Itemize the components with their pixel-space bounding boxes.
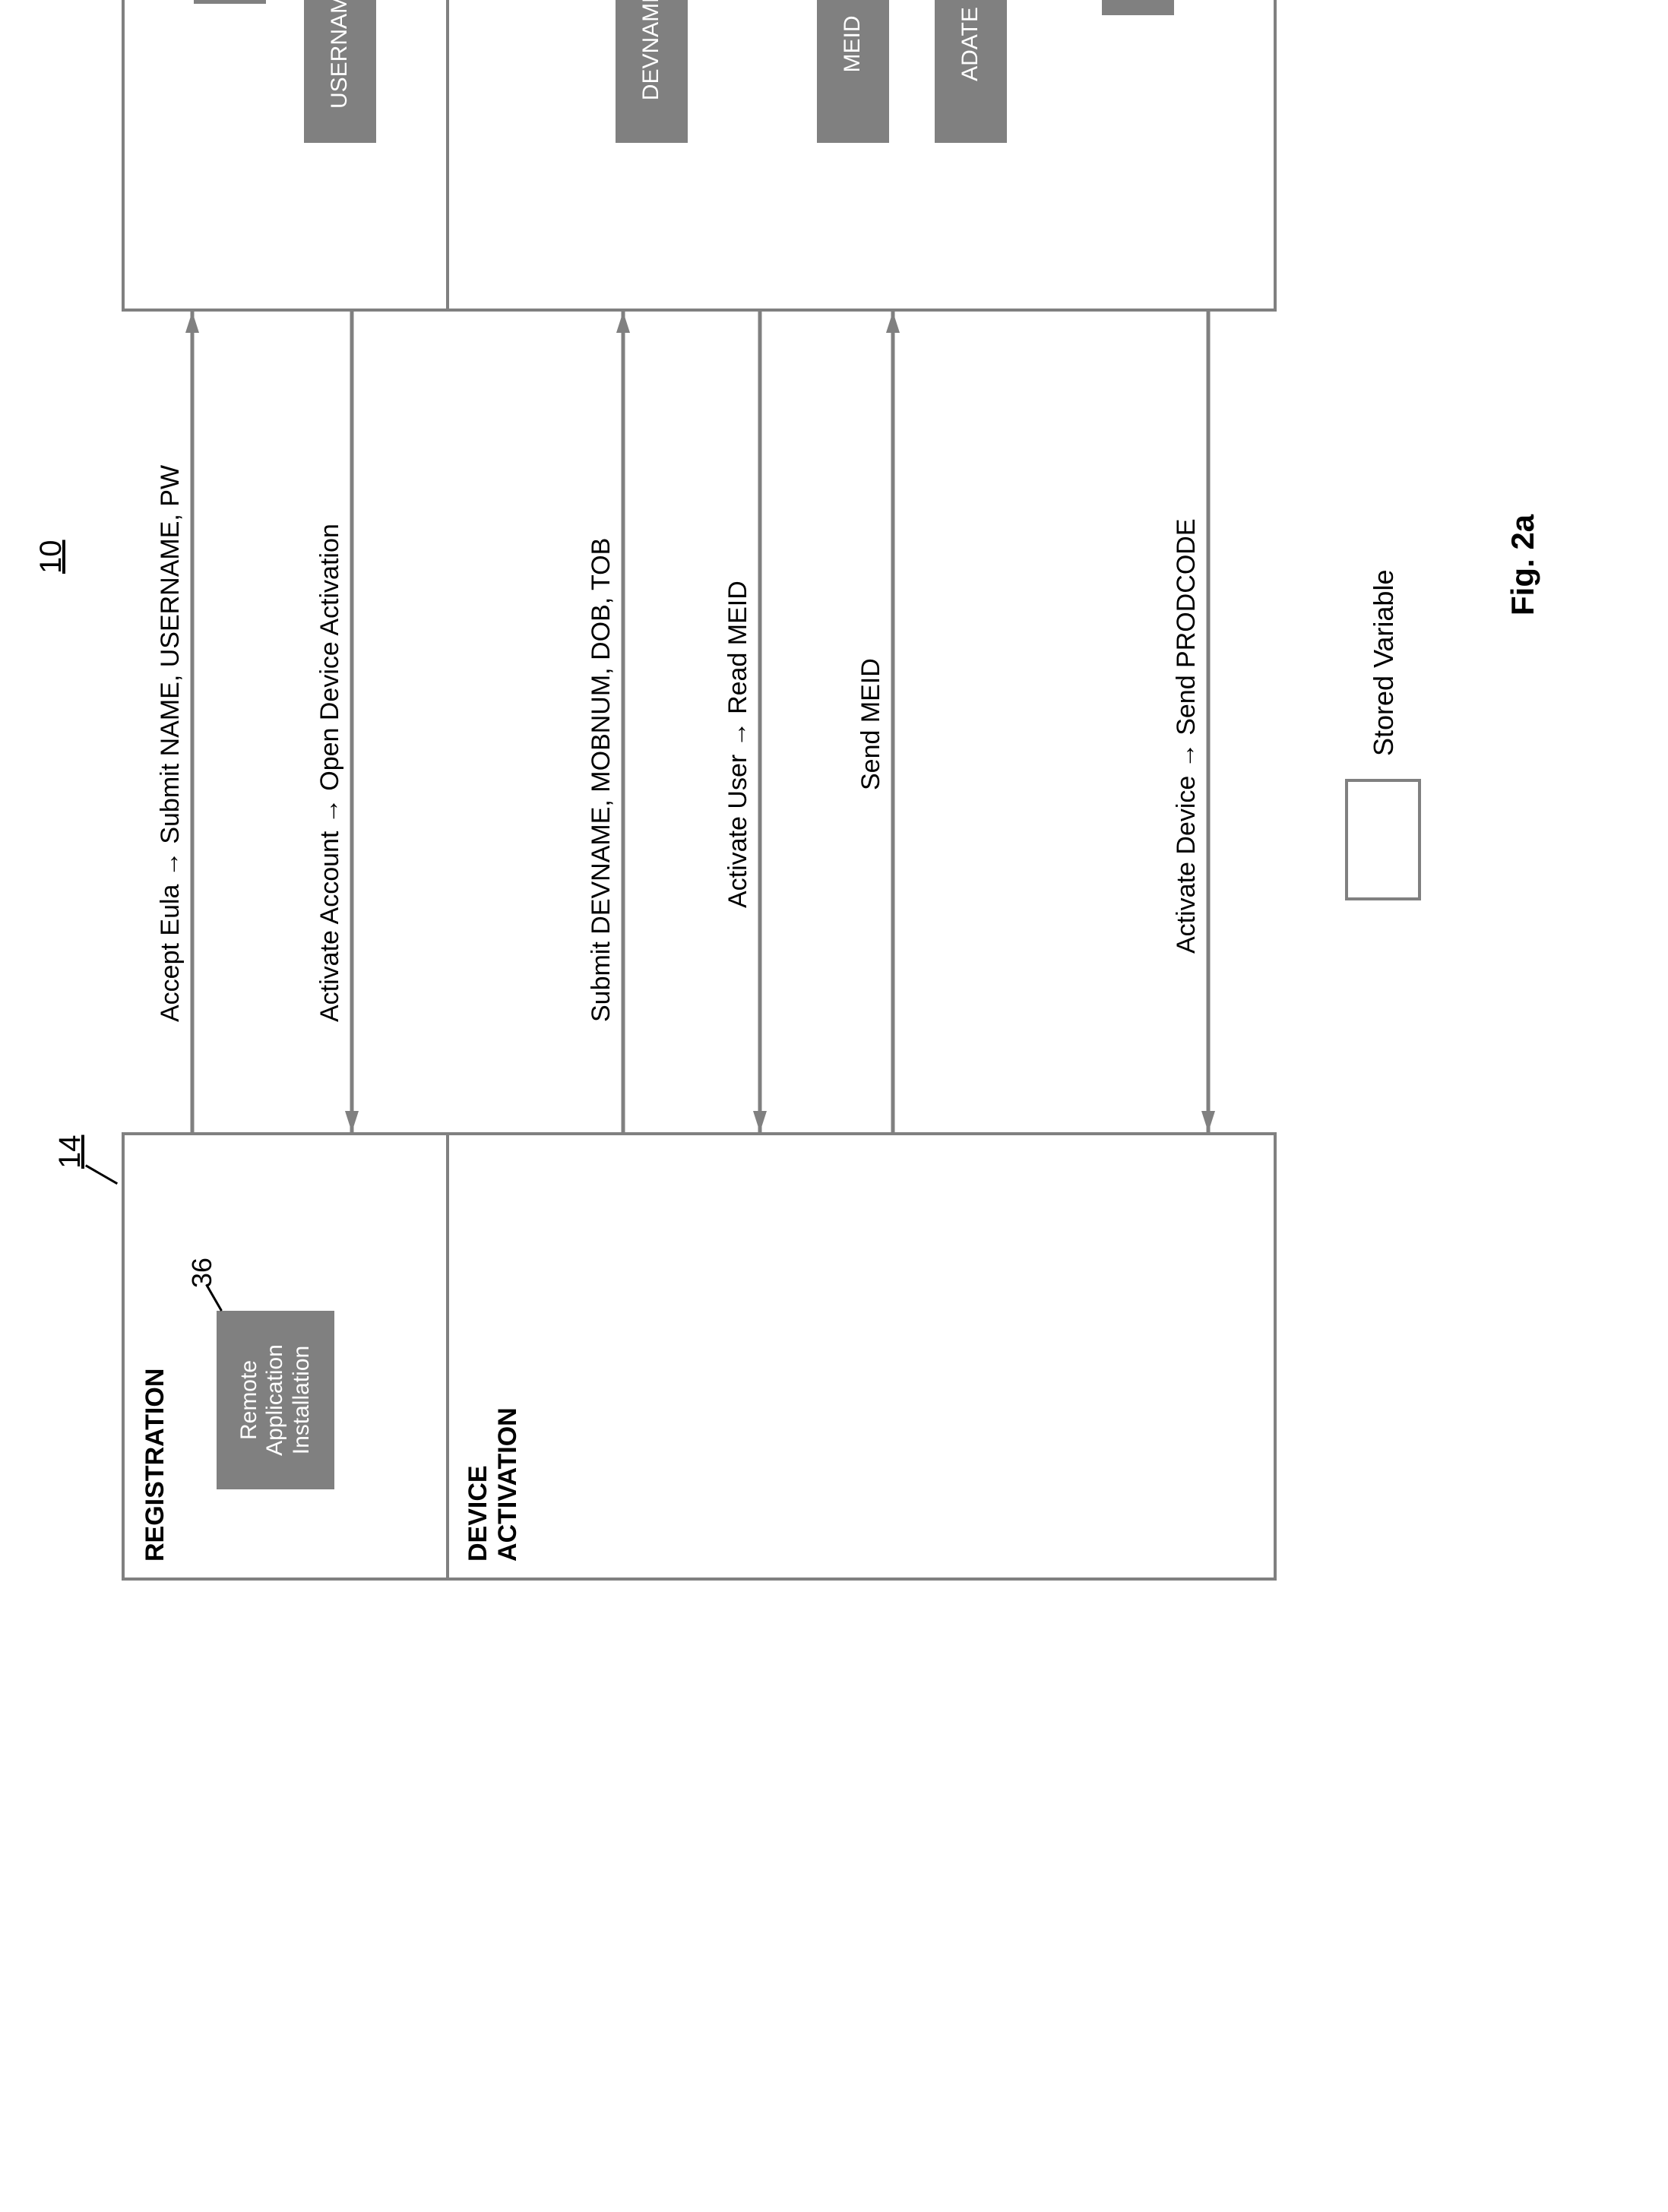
- figure-label: Fig. 2a: [1505, 514, 1541, 615]
- legend-box: [1345, 779, 1421, 900]
- legend-label: Stored Variable: [1368, 570, 1400, 756]
